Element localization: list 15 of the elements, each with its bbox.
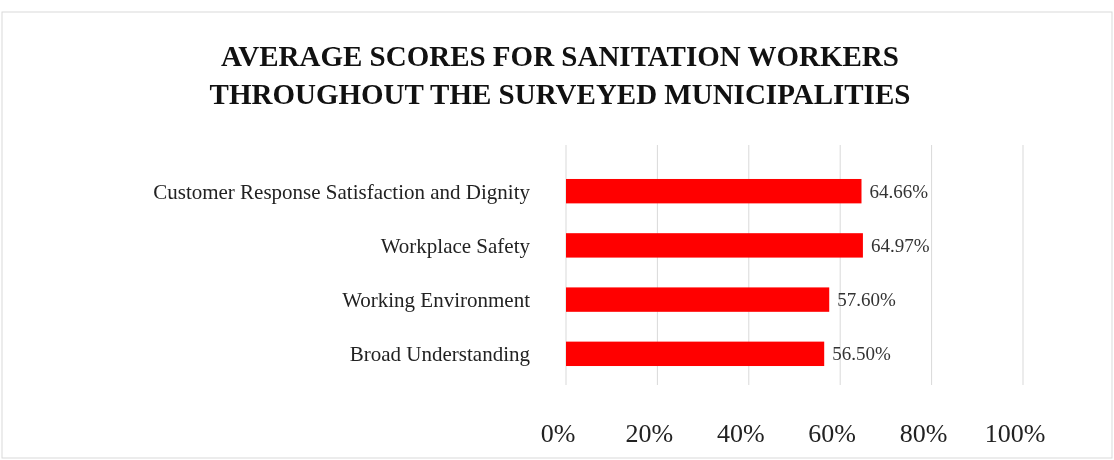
- y-tick-label: Working Environment: [342, 287, 531, 312]
- data-label: 57.60%: [837, 289, 896, 311]
- data-label: 64.66%: [869, 180, 929, 202]
- data-label: 56.50%: [832, 343, 891, 365]
- x-tick-label: 100%: [984, 419, 1046, 448]
- data-label: 64.97%: [870, 235, 930, 257]
- x-tick-label: 40%: [716, 419, 765, 448]
- chart-title: AVERAGE SCORES FOR SANITATION WORKERS THROUGHOUT THE SURVEYED MUNICIPALITIES: [209, 40, 911, 110]
- y-tick-label: Workplace Safety: [380, 233, 531, 258]
- x-tick-label: 20%: [625, 419, 674, 448]
- y-tick-label: Broad Understanding: [349, 342, 531, 367]
- y-tick-label: Customer Response Satisfaction and Dignity: [153, 179, 531, 204]
- x-tick-label: 60%: [808, 419, 857, 448]
- x-tick-label: 0%: [540, 419, 576, 448]
- x-tick-label: 80%: [899, 419, 948, 448]
